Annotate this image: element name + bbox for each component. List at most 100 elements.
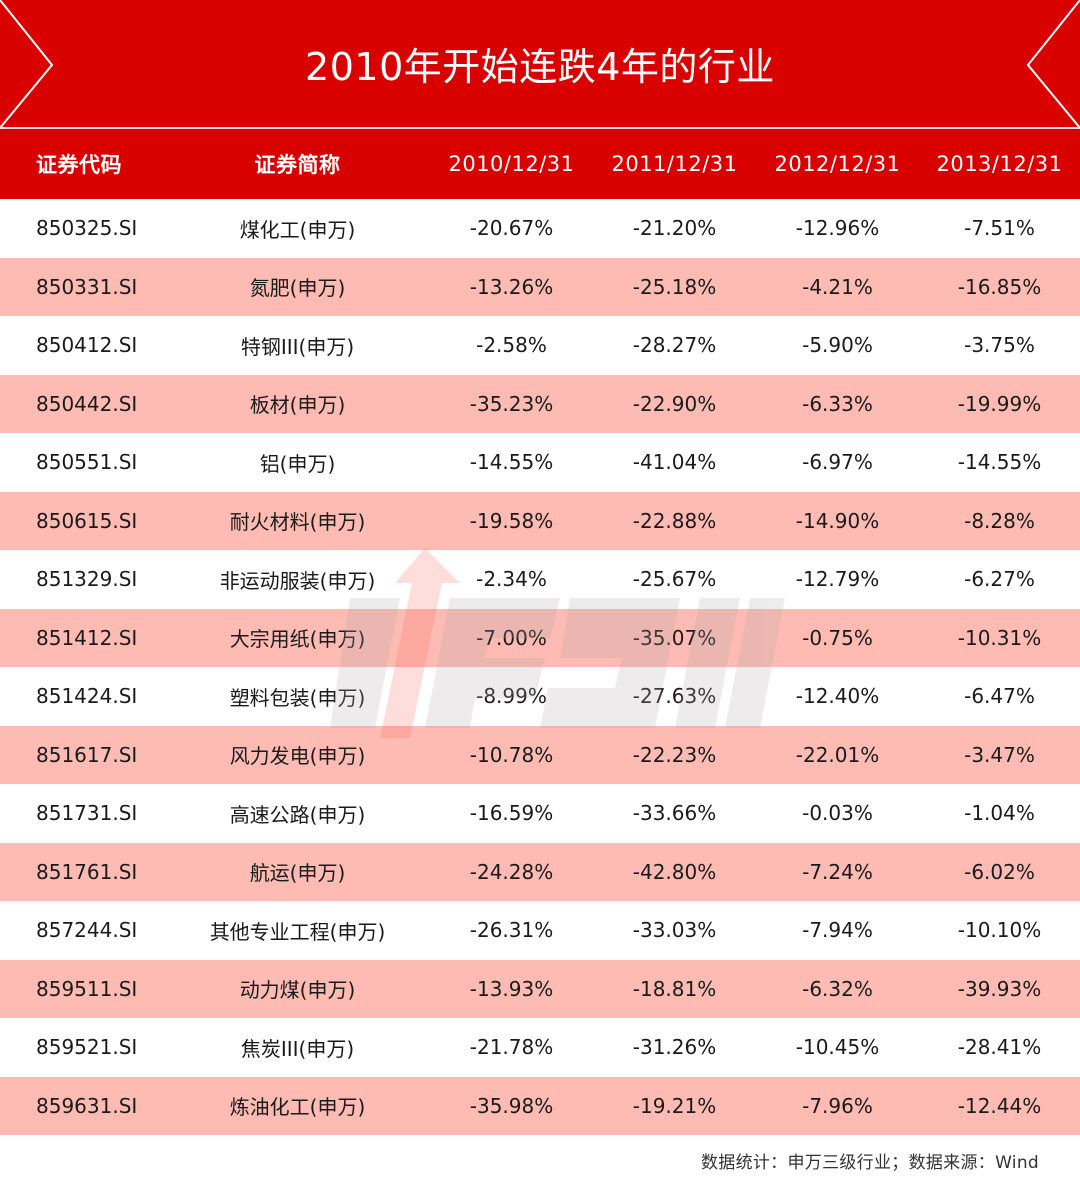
cell-name: 动力煤(申万): [239, 978, 356, 1003]
cell-2012: -7.94%: [802, 918, 873, 943]
cell-code: 850615.SI: [36, 508, 138, 533]
table-row: 850412.SI 特钢III(申万) -2.58% -28.27% -5.90% -3.…: [0, 316, 1080, 375]
cell-code: 851761.SI: [36, 859, 138, 884]
cell-2010: -16.59%: [469, 801, 554, 826]
table-row: 851617.SI 风力发电(申万) -10.78% -22.23% -22.01% -3…: [0, 725, 1080, 784]
cell-2010: -2.34%: [476, 567, 547, 592]
cell-2011: -27.63%: [632, 684, 717, 709]
cell-code: 851617.SI: [36, 742, 138, 767]
cell-name: 航运(申万): [249, 861, 346, 886]
cell-2010: -21.78%: [469, 1035, 554, 1060]
cell-2012: -0.03%: [802, 801, 873, 826]
banner-divider: [0, 127, 1080, 129]
cell-2012: -22.01%: [795, 742, 880, 767]
cell-code: 850412.SI: [36, 333, 138, 358]
cell-code: 851329.SI: [36, 567, 138, 592]
table-row: 851761.SI 航运(申万) -24.28% -42.80% -7.24% -6.02…: [0, 842, 1080, 901]
cell-2011: -22.88%: [632, 508, 717, 533]
cell-2012: -12.96%: [795, 216, 880, 241]
table-row: 859521.SI 焦炭III(申万) -21.78% -31.26% -10.45% -…: [0, 1018, 1080, 1077]
table-row: 851424.SI 塑料包装(申万) -8.99% -27.63% -12.40% -6.…: [0, 667, 1080, 726]
cell-2011: -21.20%: [632, 216, 717, 241]
title-banner: 2010年开始连跌4年的行业: [0, 0, 1080, 129]
cell-2010: -35.23%: [469, 391, 554, 416]
header-2013: 2013/12/31: [936, 152, 1063, 176]
cell-name: 塑料包装(申万): [229, 685, 366, 710]
cell-2013: -14.55%: [957, 450, 1042, 475]
cell-2011: -22.23%: [632, 742, 717, 767]
cell-name: 耐火材料(申万): [229, 510, 366, 535]
cell-2010: -20.67%: [469, 216, 554, 241]
cell-name: 大宗用纸(申万): [229, 627, 366, 652]
cell-2013: -1.04%: [964, 801, 1035, 826]
cell-2013: -19.99%: [957, 391, 1042, 416]
cell-name: 氮肥(申万): [249, 276, 346, 301]
cell-code: 851424.SI: [36, 684, 138, 709]
cell-code: 859511.SI: [36, 976, 138, 1001]
cell-name: 非运动服装(申万): [219, 568, 376, 593]
cell-code: 851731.SI: [36, 801, 138, 826]
table-row: 859631.SI 炼油化工(申万) -35.98% -19.21% -7.96% -12…: [0, 1076, 1080, 1135]
cell-2013: -7.51%: [964, 216, 1035, 241]
table-row: 851412.SI 大宗用纸(申万) -7.00% -35.07% -0.75% -10.…: [0, 608, 1080, 667]
cell-2011: -28.27%: [632, 333, 717, 358]
cell-name: 其他专业工程(申万): [209, 919, 386, 944]
cell-2013: -3.47%: [964, 742, 1035, 767]
table-row: 859511.SI 动力煤(申万) -13.93% -18.81% -6.32% -39.…: [0, 959, 1080, 1018]
table-row: 850331.SI 氮肥(申万) -13.26% -25.18% -4.21% -16.8…: [0, 257, 1080, 316]
cell-2012: -7.96%: [802, 1093, 873, 1118]
header-name: 证券简称: [254, 153, 341, 177]
cell-code: 851412.SI: [36, 625, 138, 650]
table-row: 850442.SI 板材(申万) -35.23% -22.90% -6.33% -19.9…: [0, 374, 1080, 433]
cell-2010: -14.55%: [469, 450, 554, 475]
cell-2012: -12.40%: [795, 684, 880, 709]
cell-2011: -22.90%: [632, 391, 717, 416]
cell-2012: -6.33%: [802, 391, 873, 416]
table-row: 850551.SI 铝(申万) -14.55% -41.04% -6.97% -14.55…: [0, 433, 1080, 492]
cell-code: 850331.SI: [36, 274, 138, 299]
cell-2011: -25.18%: [632, 274, 717, 299]
table-row: 857244.SI 其他专业工程(申万) -26.31% -33.03% -7.94% -…: [0, 901, 1080, 960]
cell-2013: -28.41%: [957, 1035, 1042, 1060]
table-row: 851329.SI 非运动服装(申万) -2.34% -25.67% -12.79% -6…: [0, 550, 1080, 609]
cell-2013: -10.31%: [957, 625, 1042, 650]
cell-2012: -0.75%: [802, 625, 873, 650]
cell-code: 859521.SI: [36, 1035, 138, 1060]
cell-2013: -39.93%: [957, 976, 1042, 1001]
cell-2012: -10.45%: [795, 1035, 880, 1060]
industry-table: 证券代码 证券简称 2010/12/31 2011/12/31 2012/12/…: [0, 129, 1080, 1135]
cell-2012: -6.97%: [802, 450, 873, 475]
cell-2012: -5.90%: [802, 333, 873, 358]
cell-2013: -6.27%: [964, 567, 1035, 592]
cell-name: 炼油化工(申万): [229, 1095, 366, 1120]
cell-2011: -18.81%: [632, 976, 717, 1001]
data-source-note: 数据统计：申万三级行业；数据来源：Wind: [700, 1153, 1039, 1173]
cell-code: 857244.SI: [36, 918, 138, 943]
cell-2012: -7.24%: [802, 859, 873, 884]
cell-name: 高速公路(申万): [229, 802, 366, 827]
page-title: 2010年开始连跌4年的行业: [305, 45, 775, 89]
cell-2011: -19.21%: [632, 1093, 717, 1118]
cell-2012: -14.90%: [795, 508, 880, 533]
cell-2012: -6.32%: [802, 976, 873, 1001]
cell-2010: -19.58%: [469, 508, 554, 533]
cell-2010: -13.93%: [469, 976, 554, 1001]
cell-2010: -10.78%: [469, 742, 554, 767]
cell-code: 850325.SI: [36, 216, 138, 241]
cell-2011: -31.26%: [632, 1035, 717, 1060]
table-row: 851731.SI 高速公路(申万) -16.59% -33.66% -0.03% -1.…: [0, 784, 1080, 843]
table-row: 850325.SI 煤化工(申万) -20.67% -21.20% -12.96% -7.…: [0, 199, 1080, 258]
cell-2013: -10.10%: [957, 918, 1042, 943]
table-body: 850325.SI 煤化工(申万) -20.67% -21.20% -12.96% -7.…: [0, 199, 1080, 1135]
table-header: 证券代码 证券简称 2010/12/31 2011/12/31 2012/12/…: [0, 129, 1080, 199]
cell-code: 859631.SI: [36, 1093, 138, 1118]
cell-2010: -8.99%: [476, 684, 547, 709]
cell-2013: -3.75%: [964, 333, 1035, 358]
cell-2012: -4.21%: [802, 274, 873, 299]
cell-2011: -35.07%: [632, 625, 717, 650]
cell-code: 850442.SI: [36, 391, 138, 416]
cell-name: 铝(申万): [259, 451, 336, 476]
cell-2010: -35.98%: [469, 1093, 554, 1118]
cell-code: 850551.SI: [36, 450, 138, 475]
cell-2011: -33.66%: [632, 801, 717, 826]
